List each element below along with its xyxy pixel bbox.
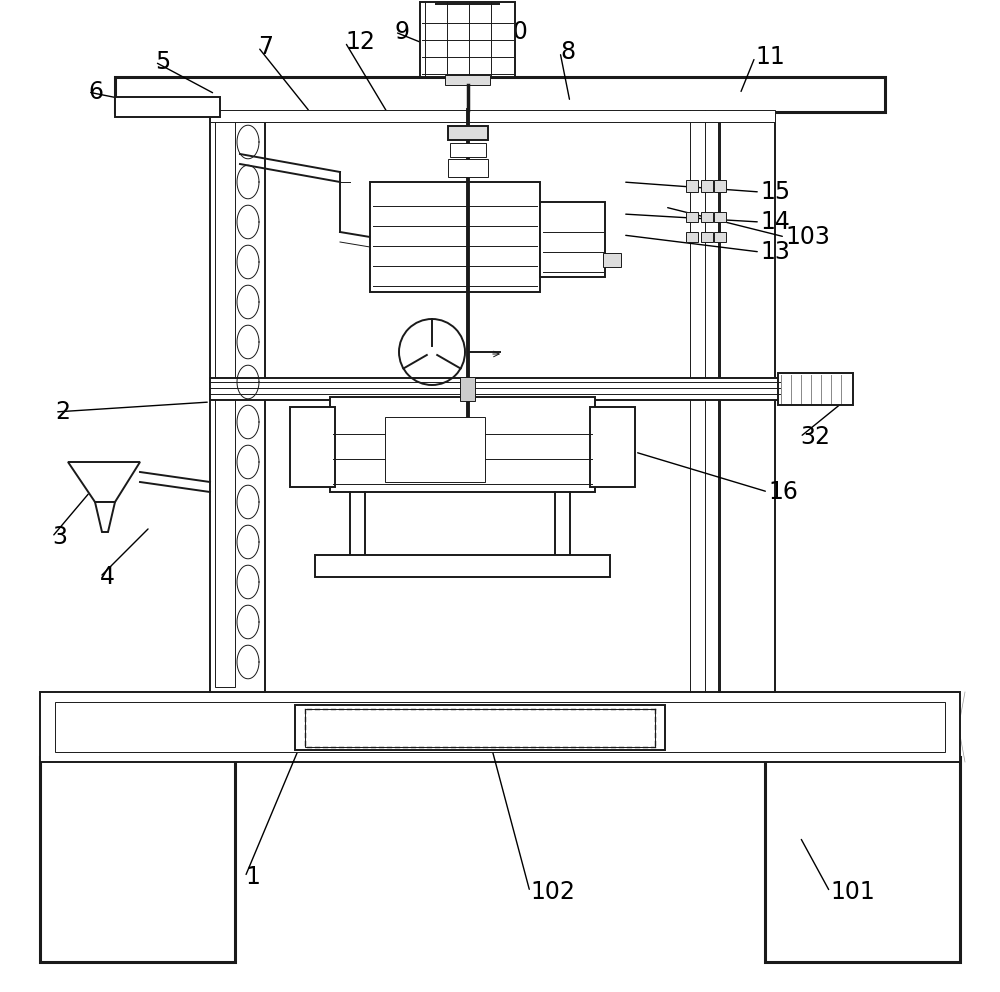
Text: 103: 103 bbox=[785, 225, 830, 249]
Bar bbox=[448, 126, 488, 140]
Bar bbox=[590, 407, 635, 487]
Bar bbox=[765, 757, 960, 962]
Text: 32: 32 bbox=[800, 425, 830, 449]
Bar bbox=[450, 143, 486, 157]
Bar bbox=[40, 692, 960, 762]
Bar bbox=[40, 757, 235, 962]
Bar bbox=[701, 212, 713, 222]
Bar bbox=[330, 397, 595, 492]
Bar bbox=[295, 705, 665, 750]
Text: 4: 4 bbox=[100, 565, 115, 589]
Bar bbox=[720, 112, 775, 692]
Bar bbox=[115, 77, 885, 112]
Bar bbox=[210, 378, 780, 400]
Text: 102: 102 bbox=[530, 880, 575, 904]
Bar bbox=[603, 253, 621, 267]
Bar bbox=[55, 702, 945, 752]
Bar bbox=[460, 377, 475, 401]
Bar bbox=[210, 112, 265, 692]
Text: 8: 8 bbox=[560, 40, 575, 64]
Bar bbox=[686, 232, 698, 242]
Text: 11: 11 bbox=[755, 45, 785, 69]
Text: 6: 6 bbox=[88, 80, 103, 104]
Text: 16: 16 bbox=[768, 480, 798, 504]
Bar bbox=[686, 212, 698, 222]
Bar bbox=[714, 180, 726, 192]
Bar bbox=[370, 182, 540, 292]
Bar bbox=[778, 373, 853, 405]
Text: 15: 15 bbox=[760, 180, 790, 204]
Text: 12: 12 bbox=[345, 30, 375, 54]
Text: 3: 3 bbox=[52, 525, 67, 549]
Bar bbox=[686, 180, 698, 192]
Text: 101: 101 bbox=[830, 880, 875, 904]
Text: 14: 14 bbox=[760, 210, 790, 234]
Bar bbox=[540, 202, 605, 277]
Text: 1: 1 bbox=[245, 865, 260, 889]
Bar bbox=[315, 555, 610, 577]
Polygon shape bbox=[95, 502, 115, 532]
Bar bbox=[714, 212, 726, 222]
Bar bbox=[445, 75, 490, 85]
Text: 10: 10 bbox=[498, 20, 528, 44]
Bar bbox=[115, 97, 220, 117]
Polygon shape bbox=[68, 462, 140, 502]
Text: 13: 13 bbox=[760, 240, 790, 264]
Bar bbox=[714, 232, 726, 242]
Bar bbox=[305, 709, 655, 747]
Bar bbox=[448, 159, 488, 177]
Text: 5: 5 bbox=[155, 50, 170, 74]
Bar bbox=[290, 407, 335, 487]
Bar bbox=[215, 117, 235, 687]
Bar bbox=[420, 2, 515, 77]
Bar bbox=[210, 110, 775, 122]
Bar bbox=[701, 232, 713, 242]
Text: 7: 7 bbox=[258, 35, 273, 59]
Text: 2: 2 bbox=[55, 400, 70, 424]
Text: 9: 9 bbox=[395, 20, 410, 44]
Bar bbox=[701, 180, 713, 192]
Bar bbox=[385, 417, 485, 482]
